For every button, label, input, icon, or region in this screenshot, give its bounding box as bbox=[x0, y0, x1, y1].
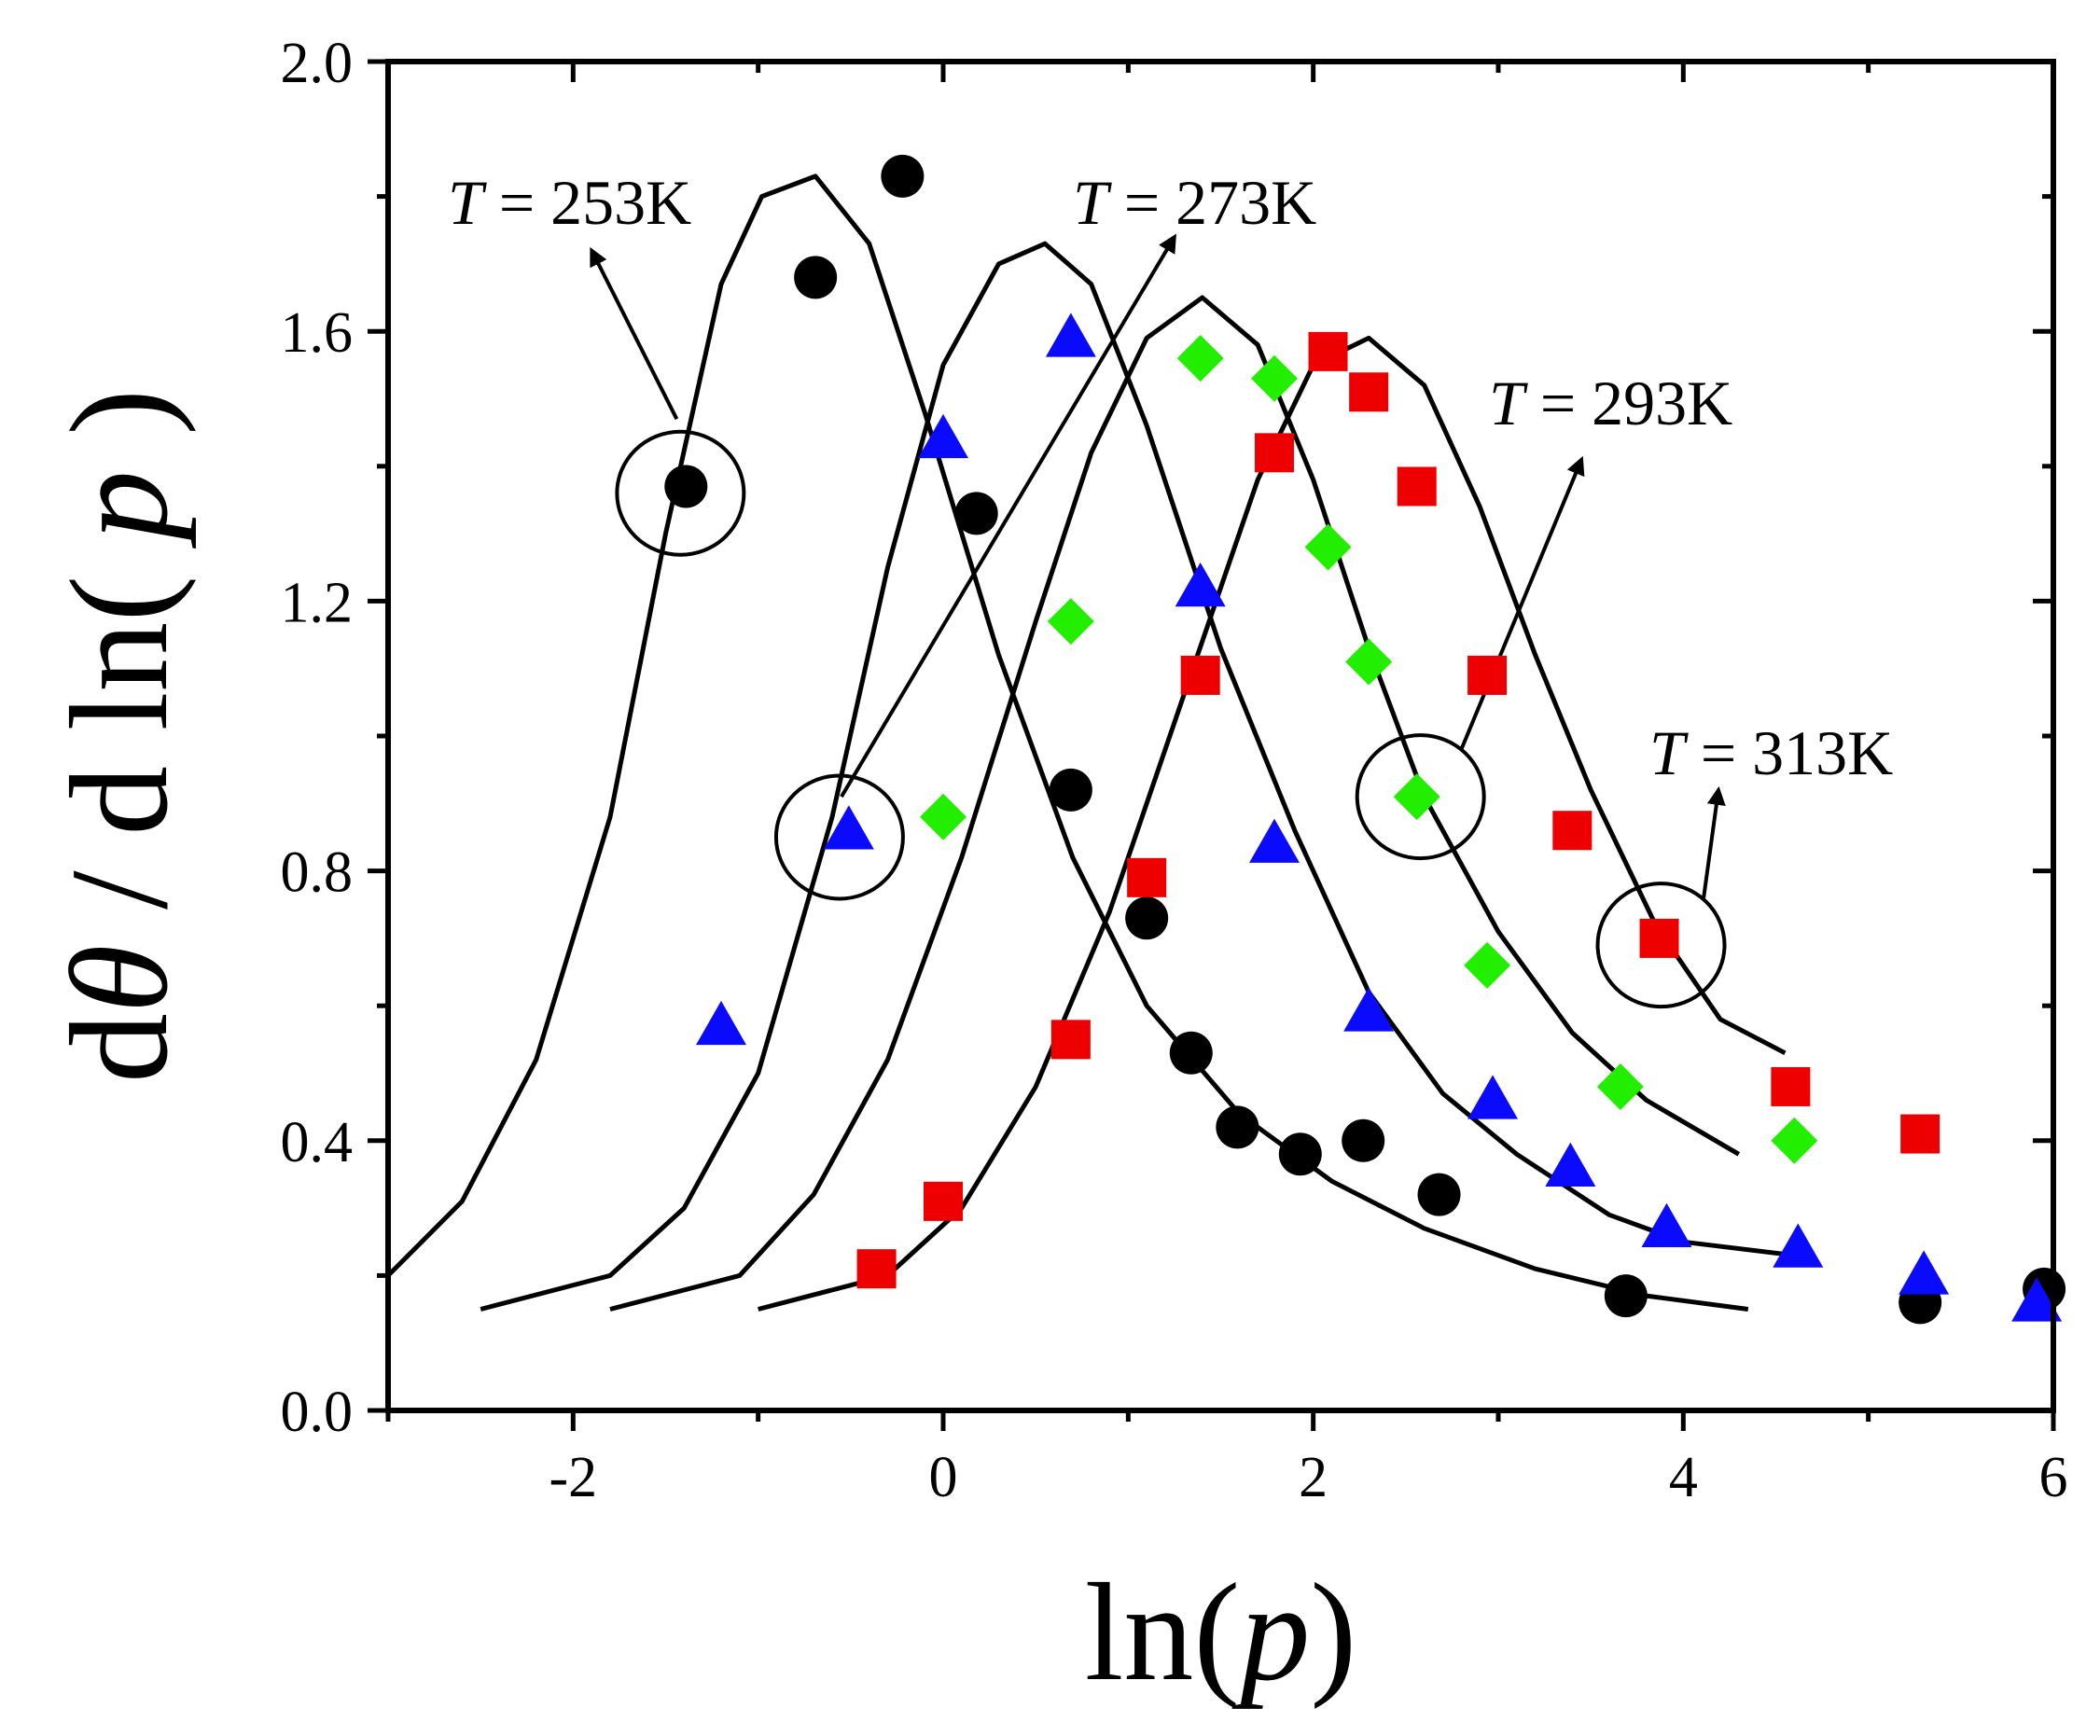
data-point-circle bbox=[1604, 1274, 1648, 1318]
x-axis-label: ln(p) bbox=[1085, 1555, 1357, 1710]
y-axis-label-var: p bbox=[42, 470, 197, 549]
annotation-label-T: T bbox=[1073, 167, 1112, 238]
annotation-label-T: T bbox=[1489, 368, 1528, 438]
data-point-triangle bbox=[696, 1000, 746, 1046]
x-tick-label: 2 bbox=[1299, 1446, 1328, 1509]
data-point-triangle bbox=[1773, 1223, 1824, 1268]
data-point-square bbox=[1467, 655, 1508, 695]
data-point-triangle bbox=[1898, 1250, 1950, 1295]
annotation-label-text: = 293K bbox=[1524, 368, 1732, 438]
axis-ticks-layer: -2 0 2 4 6 0.0 0.4 0.8 1.2 1.6 2.0 bbox=[281, 32, 2068, 1509]
data-point-square bbox=[1639, 918, 1679, 958]
y-axis-label-p3: ) bbox=[42, 389, 197, 470]
annotation-label-text: = 273K bbox=[1108, 167, 1316, 238]
data-point-circle bbox=[1169, 1031, 1213, 1075]
y-tick-label: 1.6 bbox=[281, 301, 354, 365]
y-tick-label: 1.2 bbox=[281, 571, 354, 634]
x-axis-label-suffix: ) bbox=[1310, 1555, 1356, 1710]
x-tick-label: -2 bbox=[549, 1446, 598, 1509]
annotation-arrow bbox=[590, 246, 679, 421]
data-point-square bbox=[1349, 372, 1389, 412]
annotation-label-text: = 253K bbox=[483, 167, 691, 238]
y-axis-label-p2: / d ln( bbox=[42, 540, 197, 944]
data-point-triangle bbox=[1175, 562, 1226, 607]
y-axis-label: dθ / d ln( p ) bbox=[42, 389, 197, 1083]
annotation-label-T: T bbox=[448, 167, 487, 238]
data-point-square bbox=[1397, 466, 1437, 507]
data-point-square bbox=[1255, 433, 1295, 473]
annotation-label: T = 313K bbox=[1649, 717, 1893, 788]
annotation-label: T = 273K bbox=[1073, 167, 1316, 238]
y-tick-label: 0.8 bbox=[281, 841, 354, 905]
x-axis-label-prefix: ln( bbox=[1085, 1555, 1241, 1710]
data-point-triangle bbox=[1641, 1202, 1692, 1248]
data-point-circle bbox=[954, 492, 998, 535]
data-point-diamond bbox=[1464, 941, 1511, 989]
data-point-circle bbox=[1216, 1105, 1259, 1149]
data-point-square bbox=[1771, 1066, 1811, 1106]
data-point-diamond bbox=[1176, 335, 1224, 382]
data-point-diamond bbox=[1596, 1062, 1644, 1110]
data-point-square bbox=[1127, 857, 1167, 897]
data-point-circle bbox=[794, 256, 838, 299]
x-tick-label: 4 bbox=[1669, 1446, 1698, 1509]
y-tick-label: 0.4 bbox=[281, 1111, 354, 1174]
data-point-circle bbox=[1125, 896, 1169, 940]
data-point-triangle bbox=[1249, 818, 1300, 863]
annotation-label: T = 253K bbox=[448, 167, 691, 238]
data-point-square bbox=[1308, 331, 1348, 371]
data-point-diamond bbox=[1047, 598, 1094, 646]
annotation-circle bbox=[615, 429, 746, 557]
data-point-circle bbox=[664, 465, 708, 508]
x-axis-label-var: p bbox=[1231, 1555, 1310, 1710]
data-point-triangle bbox=[823, 805, 874, 850]
data-point-triangle bbox=[918, 413, 968, 459]
data-point-square bbox=[924, 1181, 963, 1221]
data-point-circle bbox=[1417, 1173, 1461, 1216]
annotation-arrow bbox=[840, 233, 1176, 799]
y-tick-label: 2.0 bbox=[281, 32, 354, 95]
fit-curve bbox=[386, 174, 1749, 1312]
data-point-diamond bbox=[920, 793, 967, 840]
x-tick-label: 6 bbox=[2039, 1446, 2068, 1509]
annotation-circle bbox=[1595, 882, 1727, 1009]
y-axis-label-p1: d bbox=[42, 1013, 197, 1083]
data-point-square bbox=[1180, 655, 1220, 695]
data-point-triangle bbox=[1045, 312, 1096, 357]
y-axis-label-theta: θ bbox=[42, 945, 197, 1014]
data-point-circle bbox=[1342, 1118, 1385, 1162]
data-point-diamond bbox=[1304, 523, 1352, 571]
data-point-diamond bbox=[1771, 1117, 1818, 1164]
data-point-square bbox=[1552, 811, 1592, 851]
data-point-square bbox=[856, 1249, 897, 1289]
fit-curves-layer bbox=[386, 174, 1795, 1312]
fit-curve bbox=[480, 241, 1795, 1312]
data-point-circle bbox=[1278, 1132, 1322, 1176]
annotation-circle bbox=[1355, 733, 1486, 861]
data-point-square bbox=[1900, 1114, 1940, 1154]
data-point-diamond bbox=[1251, 354, 1299, 402]
data-points-layer bbox=[664, 154, 2066, 1325]
data-point-diamond bbox=[1393, 773, 1440, 821]
data-point-square bbox=[1050, 1020, 1091, 1060]
annotation-circle bbox=[773, 773, 905, 901]
annotation-label-text: = 313K bbox=[1685, 717, 1893, 788]
data-point-triangle bbox=[1343, 987, 1395, 1032]
data-point-circle bbox=[881, 154, 925, 198]
data-point-triangle bbox=[1545, 1142, 1596, 1187]
annotation-label: T = 293K bbox=[1489, 368, 1732, 438]
data-point-triangle bbox=[2011, 1277, 2063, 1322]
data-point-triangle bbox=[1467, 1075, 1519, 1119]
annotation-label-T: T bbox=[1649, 717, 1689, 788]
fit-curve bbox=[609, 295, 1741, 1312]
y-tick-label: 0.0 bbox=[281, 1381, 354, 1444]
x-tick-label: 0 bbox=[929, 1446, 958, 1509]
data-point-diamond bbox=[1345, 638, 1393, 686]
annotation-arrow bbox=[1459, 455, 1585, 751]
annotation-arrow bbox=[1702, 785, 1726, 898]
data-point-circle bbox=[1049, 768, 1092, 812]
